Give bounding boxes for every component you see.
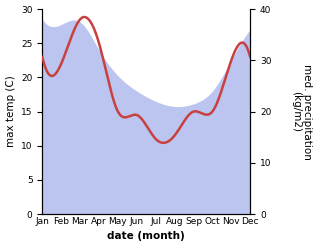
- X-axis label: date (month): date (month): [107, 231, 185, 242]
- Y-axis label: med. precipitation
(kg/m2): med. precipitation (kg/m2): [291, 64, 313, 160]
- Y-axis label: max temp (C): max temp (C): [5, 76, 16, 147]
